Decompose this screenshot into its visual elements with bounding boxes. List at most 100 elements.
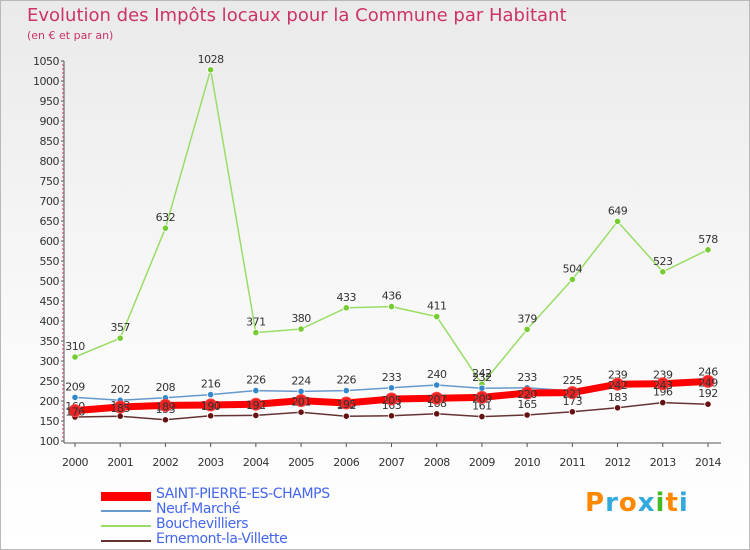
- y-tick-label: 900: [40, 115, 60, 128]
- data-label: 183: [608, 391, 628, 404]
- data-point: [113, 400, 127, 414]
- series-bouchevilliers: 310 357 632 1028 371 380 433 436 411 242 379 504 649…: [65, 53, 719, 388]
- data-point: [613, 217, 622, 225]
- line-chart: 100 150 200 250 300 350 400 450 500 550 600 650 700 7…: [33, 53, 722, 469]
- y-tick-label: 100: [40, 435, 60, 448]
- data-label: 233: [517, 371, 537, 384]
- data-label: 240: [427, 368, 447, 381]
- data-point: [297, 387, 305, 395]
- data-label: 192: [698, 387, 718, 400]
- data-label: 436: [382, 290, 402, 303]
- data-label: 433: [337, 291, 357, 304]
- y-tick-label: 450: [40, 295, 60, 308]
- data-point: [249, 397, 263, 411]
- logo-letter: r: [605, 488, 619, 518]
- data-point: [339, 396, 353, 410]
- data-label: 1028: [198, 53, 224, 66]
- data-label: 380: [291, 312, 311, 325]
- x-tick-label: 2004: [243, 456, 269, 469]
- data-point: [252, 411, 260, 419]
- x-tick-label: 2001: [107, 456, 133, 469]
- data-label: 190: [201, 400, 221, 413]
- data-label: 249: [698, 376, 718, 389]
- data-point: [297, 408, 305, 416]
- series-neuf-march-: 209 202 208 216 226 224 226 233 240 232 233 225 239 2…: [65, 366, 719, 404]
- data-label: 504: [563, 262, 583, 275]
- data-point: [252, 328, 260, 337]
- data-point: [611, 377, 625, 391]
- data-point: [207, 66, 215, 74]
- data-point: [342, 386, 350, 395]
- data-point: [659, 398, 667, 407]
- logo-letter: x: [637, 488, 656, 518]
- data-point: [523, 325, 531, 333]
- legend-label: Neuf-Marché: [156, 501, 241, 517]
- data-label: 239: [653, 368, 673, 381]
- data-label: 310: [65, 340, 85, 353]
- data-point: [161, 416, 170, 424]
- data-label: 224: [291, 374, 311, 387]
- data-point: [207, 390, 215, 399]
- x-tick-label: 2008: [424, 456, 450, 469]
- y-tick-label: 1050: [33, 55, 59, 68]
- data-point: [433, 381, 441, 389]
- x-tick-label: 2003: [198, 456, 224, 469]
- data-point: [430, 391, 444, 405]
- x-tick-label: 2002: [152, 456, 178, 469]
- legend-label: Bouchevilliers: [156, 516, 249, 532]
- logo-letter: i: [678, 488, 689, 518]
- legend-swatch: [101, 510, 151, 512]
- data-point: [71, 393, 79, 401]
- y-tick-label: 200: [40, 395, 60, 408]
- x-tick-label: 2007: [379, 456, 405, 469]
- data-point: [342, 412, 350, 420]
- proxiti-logo: Proxiti: [585, 488, 689, 518]
- data-label: 225: [563, 374, 583, 387]
- data-point: [342, 304, 350, 312]
- data-point: [71, 353, 79, 361]
- data-point: [297, 325, 305, 333]
- data-point: [478, 384, 486, 392]
- data-label: 239: [608, 368, 628, 381]
- data-label: 209: [472, 392, 492, 405]
- data-label: 221: [563, 388, 583, 401]
- data-point: [161, 224, 170, 232]
- data-point: [475, 390, 489, 404]
- data-label: 246: [698, 366, 718, 379]
- data-label: 196: [653, 386, 673, 399]
- data-point: [568, 275, 576, 283]
- data-point: [294, 394, 308, 408]
- logo-letter: i: [655, 488, 666, 518]
- y-tick-label: 350: [40, 335, 60, 348]
- series-line: [74, 69, 709, 385]
- data-label: 220: [517, 388, 537, 401]
- data-point: [520, 386, 534, 400]
- x-tick-label: 2009: [469, 456, 495, 469]
- x-tick-label: 2012: [605, 456, 631, 469]
- data-label: 523: [653, 255, 673, 268]
- data-point: [704, 246, 712, 254]
- data-label: 161: [472, 400, 492, 413]
- y-tick-label: 950: [40, 95, 60, 108]
- data-point: [433, 410, 441, 418]
- data-point: [68, 404, 82, 418]
- data-point: [204, 398, 218, 412]
- data-label: 232: [472, 371, 492, 384]
- series-saint-pierre-es-champs: 176 185 189 190 192 201 195 205 207 209 220 221 242 2…: [65, 374, 719, 419]
- y-tick-label: 600: [40, 235, 60, 248]
- legend-swatch: [101, 492, 151, 501]
- data-point: [565, 386, 579, 400]
- data-label: 379: [517, 312, 537, 325]
- data-label: 411: [427, 300, 447, 313]
- data-label: 165: [517, 398, 537, 411]
- data-point: [207, 412, 215, 420]
- data-point: [387, 384, 396, 392]
- data-point: [385, 392, 398, 406]
- data-point: [478, 412, 486, 421]
- data-point: [116, 334, 124, 342]
- data-label: 202: [110, 383, 130, 396]
- data-label: 176: [65, 406, 85, 419]
- data-label: 209: [65, 380, 85, 393]
- data-label: 242: [472, 367, 492, 380]
- data-label: 632: [156, 211, 176, 224]
